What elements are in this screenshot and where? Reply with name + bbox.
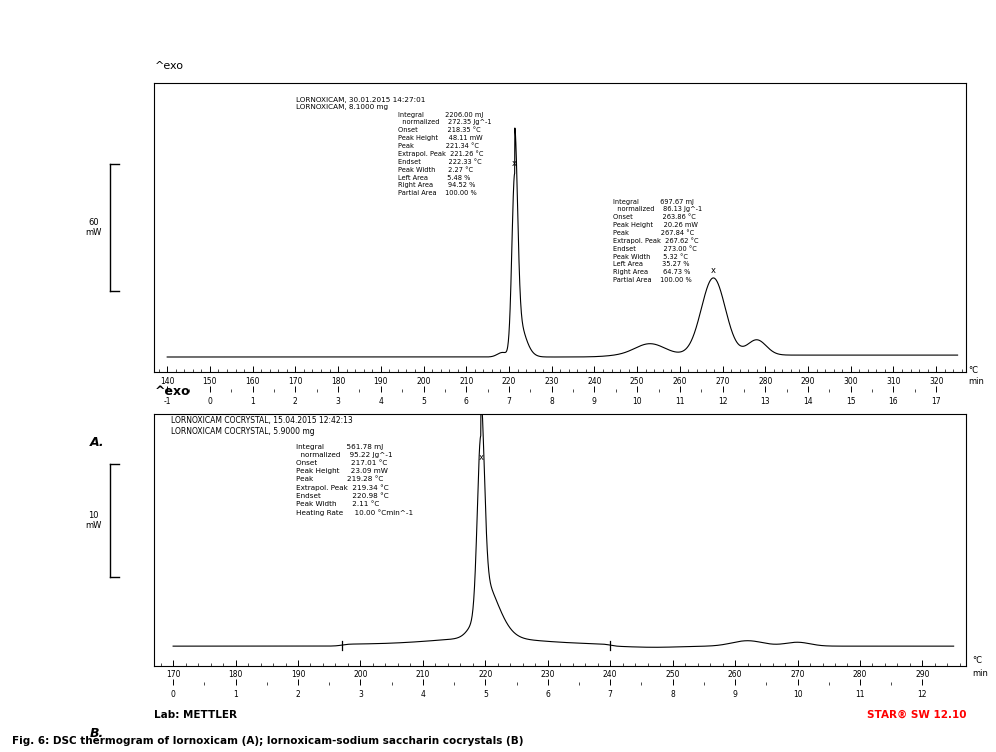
Text: Lab: METTLER: Lab: METTLER — [154, 417, 237, 427]
Text: ^exo: ^exo — [154, 386, 190, 399]
Text: x: x — [711, 266, 716, 275]
Text: Integral          697.67 mJ
  normalized    86.13 Jg^-1
Onset              263.8: Integral 697.67 mJ normalized 86.13 Jg^-… — [613, 199, 702, 283]
Text: Integral          561.78 mJ
  normalized    95.22 Jg^-1
Onset               217.: Integral 561.78 mJ normalized 95.22 Jg^-… — [297, 444, 413, 516]
Text: °C: °C — [968, 365, 978, 374]
Text: Fig. 6: DSC thermogram of lornoxicam (A); lornoxicam-sodium saccharin cocrystals: Fig. 6: DSC thermogram of lornoxicam (A)… — [12, 736, 524, 746]
Text: 60
mW: 60 mW — [86, 218, 102, 237]
Text: 10
mW: 10 mW — [86, 511, 102, 530]
Text: min: min — [968, 378, 984, 387]
Text: B.: B. — [90, 727, 104, 740]
Text: min: min — [972, 669, 988, 678]
Text: ^exo: ^exo — [154, 61, 183, 71]
Text: x: x — [478, 453, 483, 462]
Text: STAR® SW 12.10: STAR® SW 12.10 — [867, 417, 966, 427]
Text: A.: A. — [90, 436, 104, 449]
Text: Integral          2206.00 mJ
  normalized    272.35 Jg^-1
Onset              218: Integral 2206.00 mJ normalized 272.35 Jg… — [398, 112, 491, 196]
Text: Lab: METTLER: Lab: METTLER — [154, 710, 237, 720]
Text: STAR® SW 12.10: STAR® SW 12.10 — [867, 710, 966, 720]
Text: LORNOXICAM COCRYSTAL, 15.04.2015 12:42:13
LORNOXICAM COCRYSTAL, 5.9000 mg: LORNOXICAM COCRYSTAL, 15.04.2015 12:42:1… — [170, 416, 353, 435]
Text: °C: °C — [972, 656, 982, 665]
Text: x: x — [512, 159, 517, 168]
Text: LORNOXICAM, 30.01.2015 14:27:01
LORNOXICAM, 8.1000 mg: LORNOXICAM, 30.01.2015 14:27:01 LORNOXIC… — [297, 97, 426, 111]
